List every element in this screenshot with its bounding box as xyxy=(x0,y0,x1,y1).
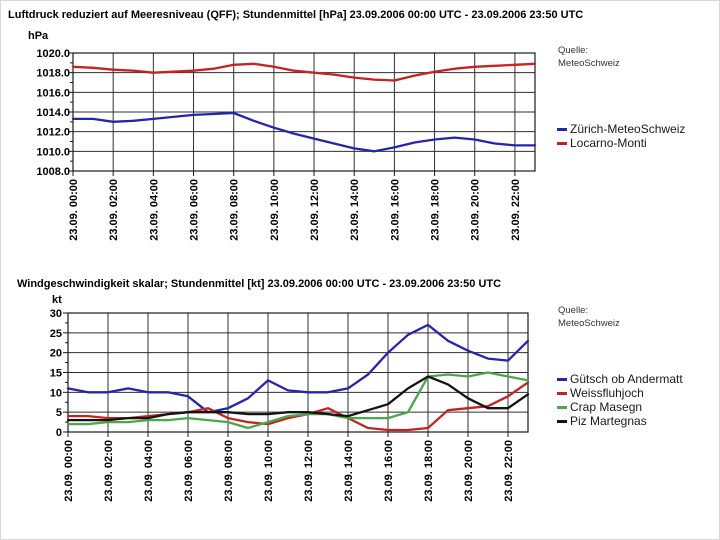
x-tick-label: 23.09. 20:00 xyxy=(463,440,475,502)
y-tick-label: 1020.0 xyxy=(36,48,70,60)
x-tick-label: 23.09. 16:00 xyxy=(383,440,395,502)
legend-label: Zürich-MeteoSchweiz xyxy=(570,122,686,136)
legend-marker-icon xyxy=(557,405,567,409)
y-tick-label: 1014.0 xyxy=(36,107,70,119)
x-tick-label: 23.09. 10:00 xyxy=(269,179,281,241)
y-tick-label: 5 xyxy=(56,407,62,419)
y-tick-label: 1016.0 xyxy=(36,87,70,99)
y-tick-label: 1012.0 xyxy=(36,127,70,139)
legend-item-piz-martegnas: Piz Martegnas xyxy=(557,414,683,428)
legend-marker-icon xyxy=(557,419,567,423)
wind-legend: Gütsch ob Andermatt Weissfluhjoch Crap Mas… xyxy=(557,372,683,428)
legend-marker-icon xyxy=(557,141,567,145)
legend-marker-icon xyxy=(557,127,567,131)
x-tick-label: 23.09. 16:00 xyxy=(389,179,401,241)
x-tick-label: 23.09. 20:00 xyxy=(470,179,482,241)
legend-item-z-rich-meteoschweiz: Zürich-MeteoSchweiz xyxy=(557,122,685,136)
x-tick-label: 23.09. 14:00 xyxy=(349,179,361,241)
wind-source-note: Quelle: MeteoSchweiz xyxy=(558,304,620,330)
x-tick-label: 23.09. 00:00 xyxy=(63,440,75,502)
plot-frame xyxy=(67,312,529,433)
series-line-piz-martegnas xyxy=(66,375,530,422)
x-tick-label: 23.09. 18:00 xyxy=(423,440,435,502)
legend-marker-icon xyxy=(557,391,567,395)
x-tick-label: 23.09. 22:00 xyxy=(503,440,515,502)
x-tick-label: 23.09. 08:00 xyxy=(223,440,235,502)
x-tick-label: 23.09. 00:00 xyxy=(68,179,80,241)
x-tick-label: 23.09. 02:00 xyxy=(103,440,115,502)
legend-item-weissfluhjoch: Weissfluhjoch xyxy=(557,386,683,400)
legend-label: Locarno-Monti xyxy=(570,136,647,150)
x-tick-label: 23.09. 12:00 xyxy=(309,179,321,241)
legend-marker-icon xyxy=(557,377,567,381)
x-tick-label: 23.09. 06:00 xyxy=(183,440,195,502)
legend-label: Crap Masegn xyxy=(570,400,643,414)
pressure-chart-title: Luftdruck reduziert auf Meeresniveau (QF… xyxy=(8,9,584,21)
source-label: Quelle: xyxy=(558,305,589,316)
series-line-z-rich-meteoschweiz xyxy=(71,111,537,153)
source-label: Quelle: xyxy=(558,45,589,56)
y-tick-label: 1008.0 xyxy=(36,166,70,178)
x-tick-label: 23.09. 04:00 xyxy=(143,440,155,502)
y-tick-label: 1010.0 xyxy=(36,146,70,158)
x-tick-label: 23.09. 10:00 xyxy=(263,440,275,502)
y-tick-label: 1018.0 xyxy=(36,68,70,80)
pressure-legend: Zürich-MeteoSchweiz Locarno-Monti xyxy=(557,122,685,150)
y-tick-label: 20 xyxy=(50,348,62,360)
legend-label: Weissfluhjoch xyxy=(570,386,644,400)
legend-item-locarno-monti: Locarno-Monti xyxy=(557,136,685,150)
plot-frame xyxy=(72,52,536,172)
y-tick-label: 30 xyxy=(50,308,62,320)
legend-label: Gütsch ob Andermatt xyxy=(570,372,683,386)
legend-item-g-tsch-ob-andermatt: Gütsch ob Andermatt xyxy=(557,372,683,386)
y-tick-label: 0 xyxy=(56,427,62,439)
x-tick-label: 23.09. 06:00 xyxy=(189,179,201,241)
series-line-locarno-monti xyxy=(71,62,537,82)
y-tick-label: 10 xyxy=(50,387,62,399)
x-tick-label: 23.09. 02:00 xyxy=(108,179,120,241)
source-name: MeteoSchweiz xyxy=(558,318,620,329)
x-tick-label: 23.09. 14:00 xyxy=(343,440,355,502)
x-tick-label: 23.09. 22:00 xyxy=(510,179,522,241)
pressure-source-note: Quelle: MeteoSchweiz xyxy=(558,44,620,70)
legend-label: Piz Martegnas xyxy=(570,414,647,428)
wind-chart-title: Windgeschwindigkeit skalar; Stundenmitte… xyxy=(17,278,502,290)
y-tick-label: 25 xyxy=(50,328,62,340)
source-name: MeteoSchweiz xyxy=(558,58,620,69)
pressure-unit-label: hPa xyxy=(28,30,49,42)
x-tick-label: 23.09. 18:00 xyxy=(430,179,442,241)
x-tick-label: 23.09. 12:00 xyxy=(303,440,315,502)
x-tick-label: 23.09. 04:00 xyxy=(148,179,160,241)
series-line-g-tsch-ob-andermatt xyxy=(66,323,530,414)
wind-unit-label: kt xyxy=(52,294,62,306)
series-line-crap-masegn xyxy=(66,371,530,430)
legend-item-crap-masegn: Crap Masegn xyxy=(557,400,683,414)
x-tick-label: 23.09. 08:00 xyxy=(229,179,241,241)
y-tick-label: 15 xyxy=(50,368,62,380)
